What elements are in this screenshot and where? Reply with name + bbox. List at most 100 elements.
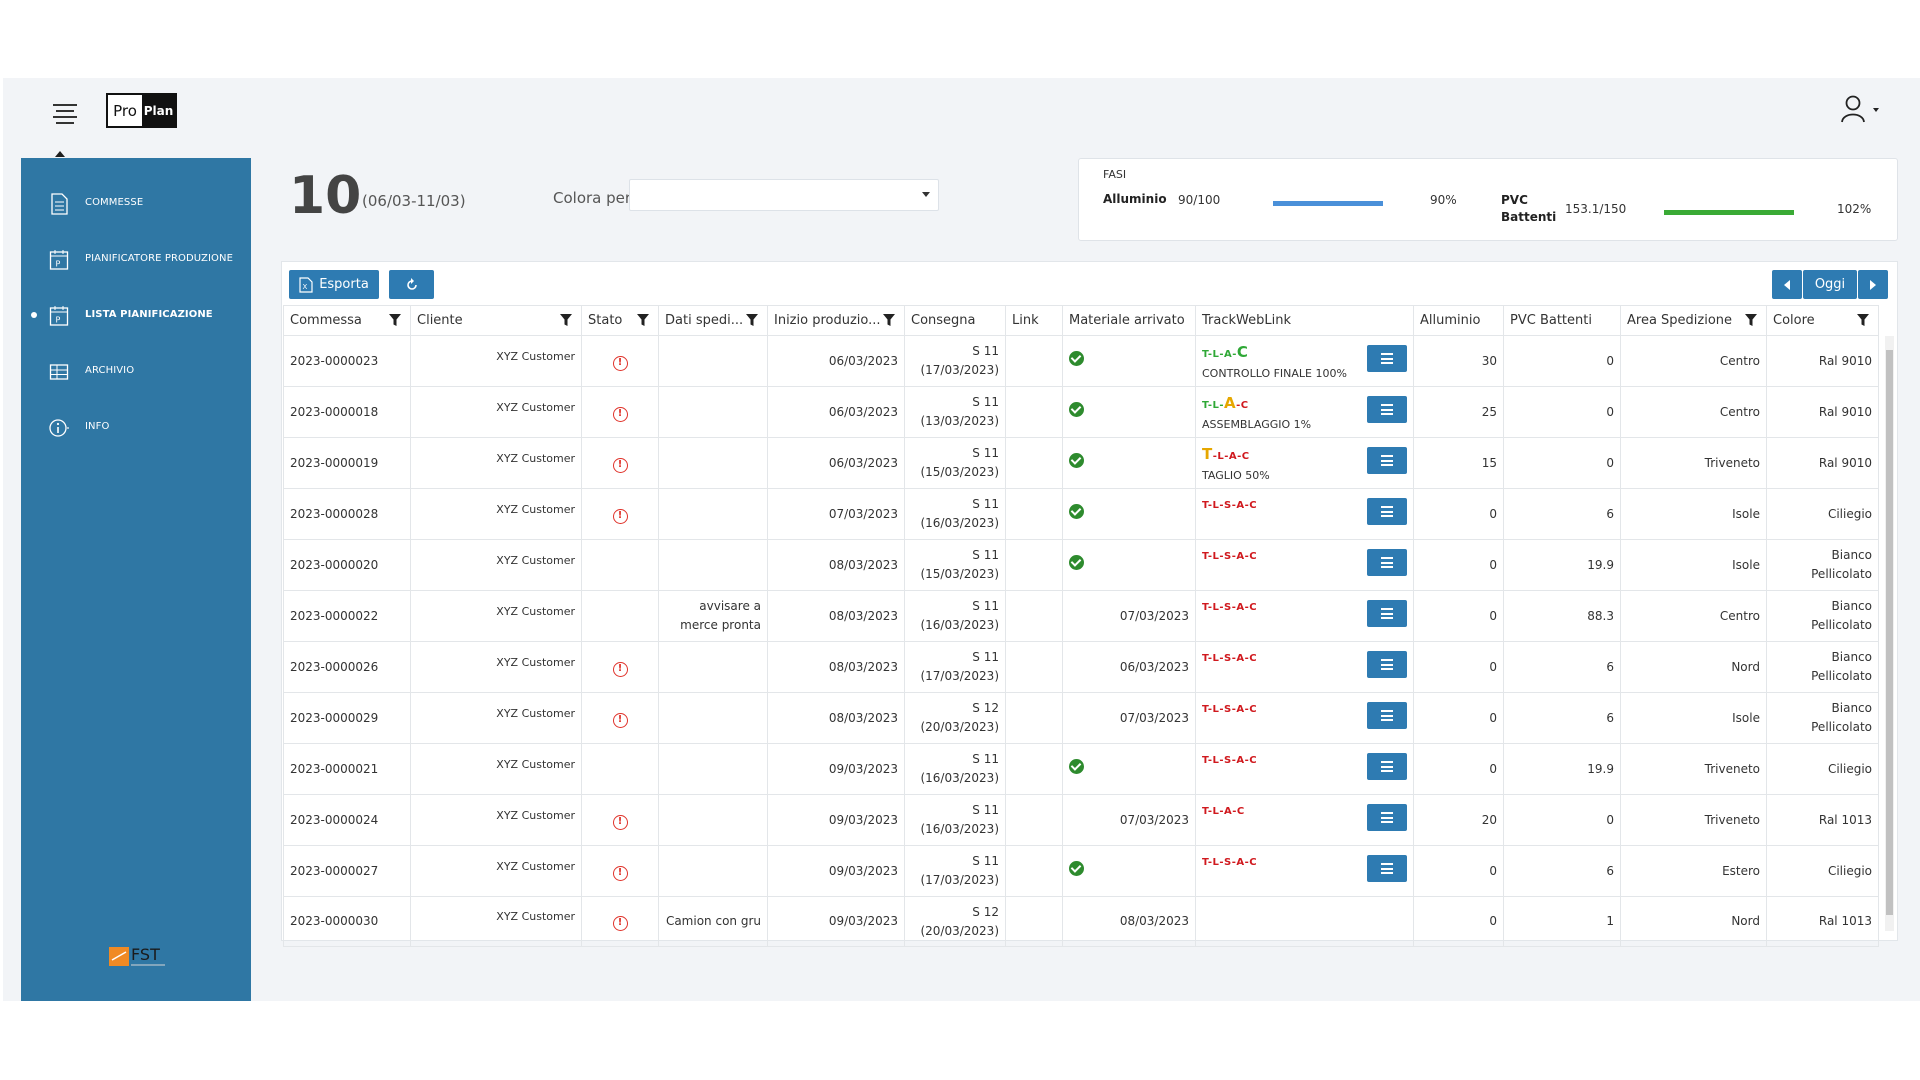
table-row[interactable]: 2023-0000018 XYZ Customer! 06/03/2023 S 11 (…: [283, 386, 1879, 438]
consegna-week: S 11: [972, 752, 999, 766]
cell-area-spedizione: Triveneto: [1620, 743, 1767, 795]
cell-inizio-produzione: 09/03/2023: [767, 743, 905, 795]
consegna-date: (17/03/2023): [920, 669, 999, 683]
cell-commessa: 2023-0000018: [283, 386, 411, 438]
table-row[interactable]: 2023-0000020 XYZ Customer 08/03/2023 S 11 (1…: [283, 539, 1879, 591]
consegna-date: (16/03/2023): [920, 822, 999, 836]
track-list-button[interactable]: [1367, 498, 1407, 525]
column-header[interactable]: Dati spedi...: [658, 305, 768, 336]
track-list-button[interactable]: [1367, 804, 1407, 831]
table-row[interactable]: 2023-0000028 XYZ Customer! 07/03/2023 S 11 (…: [283, 488, 1879, 540]
consegna-week: S 11: [972, 548, 999, 562]
sidebar-item-archivio[interactable]: ARCHIVIO: [21, 356, 251, 386]
table-row[interactable]: 2023-0000024 XYZ Customer! 09/03/2023 S 11 (…: [283, 794, 1879, 846]
table-row[interactable]: 2023-0000030 XYZ Customer! Camion con gru 0…: [283, 896, 1879, 947]
column-header[interactable]: Stato: [581, 305, 659, 336]
cell-inizio-produzione: 09/03/2023: [767, 794, 905, 846]
column-header[interactable]: Alluminio: [1413, 305, 1504, 336]
filter-icon[interactable]: [883, 313, 895, 327]
cell-consegna: S 11 (16/03/2023): [904, 488, 1006, 540]
track-list-button[interactable]: [1367, 549, 1407, 576]
column-header[interactable]: Consegna: [904, 305, 1006, 336]
column-header[interactable]: PVC Battenti: [1503, 305, 1621, 336]
cell-materiale-arrivato: [1062, 539, 1196, 591]
fase-progress-bar: [1273, 201, 1383, 206]
proplan-logo[interactable]: Pro Plan: [106, 93, 177, 128]
cell-alluminio: 25: [1413, 386, 1504, 438]
cell-area-spedizione: Isole: [1620, 488, 1767, 540]
column-header[interactable]: Colore: [1766, 305, 1879, 336]
fase-name: PVC Battenti: [1501, 193, 1557, 224]
scrollbar-thumb[interactable]: [1886, 350, 1893, 915]
column-header[interactable]: Materiale arrivato: [1062, 305, 1196, 336]
cell-alluminio: 0: [1413, 692, 1504, 744]
colore-line2: Pellicolato: [1811, 618, 1872, 632]
sidebar-item-commesse[interactable]: COMMESSE: [21, 188, 251, 218]
client-name: XYZ Customer: [496, 451, 575, 465]
table-row[interactable]: 2023-0000027 XYZ Customer! 09/03/2023 S 11 (…: [283, 845, 1879, 897]
filter-icon[interactable]: [389, 313, 401, 327]
cell-stato: !: [581, 335, 659, 387]
active-indicator: [31, 312, 37, 318]
colore-line1: Ral 1013: [1818, 812, 1872, 827]
material-date: 08/03/2023: [1119, 914, 1189, 928]
cell-area-spedizione: Triveneto: [1620, 794, 1767, 846]
column-header[interactable]: Cliente: [410, 305, 582, 336]
export-button[interactable]: X Esporta: [289, 270, 379, 299]
check-circle-icon: [1069, 503, 1084, 519]
column-header[interactable]: TrackWebLink: [1195, 305, 1414, 336]
next-week-button[interactable]: [1858, 270, 1888, 299]
sidebar-item-lista-pianificazione[interactable]: P LISTA PIANIFICAZIONE: [21, 300, 251, 330]
table-scrollbar[interactable]: [1885, 336, 1894, 931]
consegna-date: (16/03/2023): [920, 516, 999, 530]
column-header[interactable]: Link: [1005, 305, 1063, 336]
client-name: XYZ Customer: [496, 757, 575, 771]
column-header[interactable]: Commessa: [283, 305, 411, 336]
check-circle-icon: [1069, 758, 1084, 774]
hamburger-menu-icon[interactable]: [53, 104, 77, 124]
cell-materiale-arrivato: [1062, 437, 1196, 489]
track-list-button[interactable]: [1367, 600, 1407, 627]
table-row[interactable]: 2023-0000021 XYZ Customer 09/03/2023 S 11 (1…: [283, 743, 1879, 795]
column-header[interactable]: Area Spedizione: [1620, 305, 1767, 336]
track-list-button[interactable]: [1367, 651, 1407, 678]
sidebar-item-pianificatore[interactable]: P PIANIFICATORE PRODUZIONE: [21, 244, 251, 274]
filter-icon[interactable]: [746, 313, 758, 327]
week-number: 10: [289, 166, 362, 226]
cell-trackweblink: T-L-A-C ASSEMBLAGGIO 1%: [1195, 386, 1414, 438]
cell-area-spedizione: Centro: [1620, 335, 1767, 387]
sidebar-item-label: LISTA PIANIFICAZIONE: [85, 309, 213, 320]
colora-per-select[interactable]: [629, 179, 939, 211]
sidebar-item-info[interactable]: INFO: [21, 412, 251, 442]
warning-circle-icon: !: [612, 814, 628, 830]
filter-icon[interactable]: [1857, 313, 1869, 327]
track-list-button[interactable]: [1367, 753, 1407, 780]
column-header[interactable]: Inizio produzio...: [767, 305, 905, 336]
table-row[interactable]: 2023-0000019 XYZ Customer! 06/03/2023 S 11 (…: [283, 437, 1879, 489]
table-row[interactable]: 2023-0000022 XYZ Customer avvisare a merce…: [283, 590, 1879, 642]
consegna-week: S 11: [972, 650, 999, 664]
colore-line2: Pellicolato: [1811, 720, 1872, 734]
track-list-button[interactable]: [1367, 702, 1407, 729]
filter-icon[interactable]: [637, 313, 649, 327]
cell-cliente: XYZ Customer: [410, 335, 582, 387]
track-list-button[interactable]: [1367, 447, 1407, 474]
table-row[interactable]: 2023-0000026 XYZ Customer! 08/03/2023 S 11 (…: [283, 641, 1879, 693]
today-button[interactable]: Oggi: [1803, 270, 1857, 299]
refresh-button[interactable]: [389, 270, 434, 299]
track-list-button[interactable]: [1367, 345, 1407, 372]
table-row[interactable]: 2023-0000023 XYZ Customer! 06/03/2023 S 11 (…: [283, 335, 1879, 387]
filter-icon[interactable]: [1745, 313, 1757, 327]
track-list-button[interactable]: [1367, 396, 1407, 423]
prev-week-button[interactable]: [1772, 270, 1802, 299]
track-list-button[interactable]: [1367, 855, 1407, 882]
warning-circle-icon: !: [612, 406, 628, 422]
table-row[interactable]: 2023-0000029 XYZ Customer! 08/03/2023 S 12 (…: [283, 692, 1879, 744]
colore-line1: Ral 9010: [1818, 455, 1872, 470]
info-icon: [49, 419, 69, 437]
cell-materiale-arrivato: 07/03/2023: [1062, 692, 1196, 744]
cell-dati-spedizione: [658, 437, 768, 489]
planning-table: Commessa Cliente Stato Dati spedi... Inizio …: [283, 305, 1879, 947]
user-menu[interactable]: [1841, 95, 1889, 125]
filter-icon[interactable]: [560, 313, 572, 327]
